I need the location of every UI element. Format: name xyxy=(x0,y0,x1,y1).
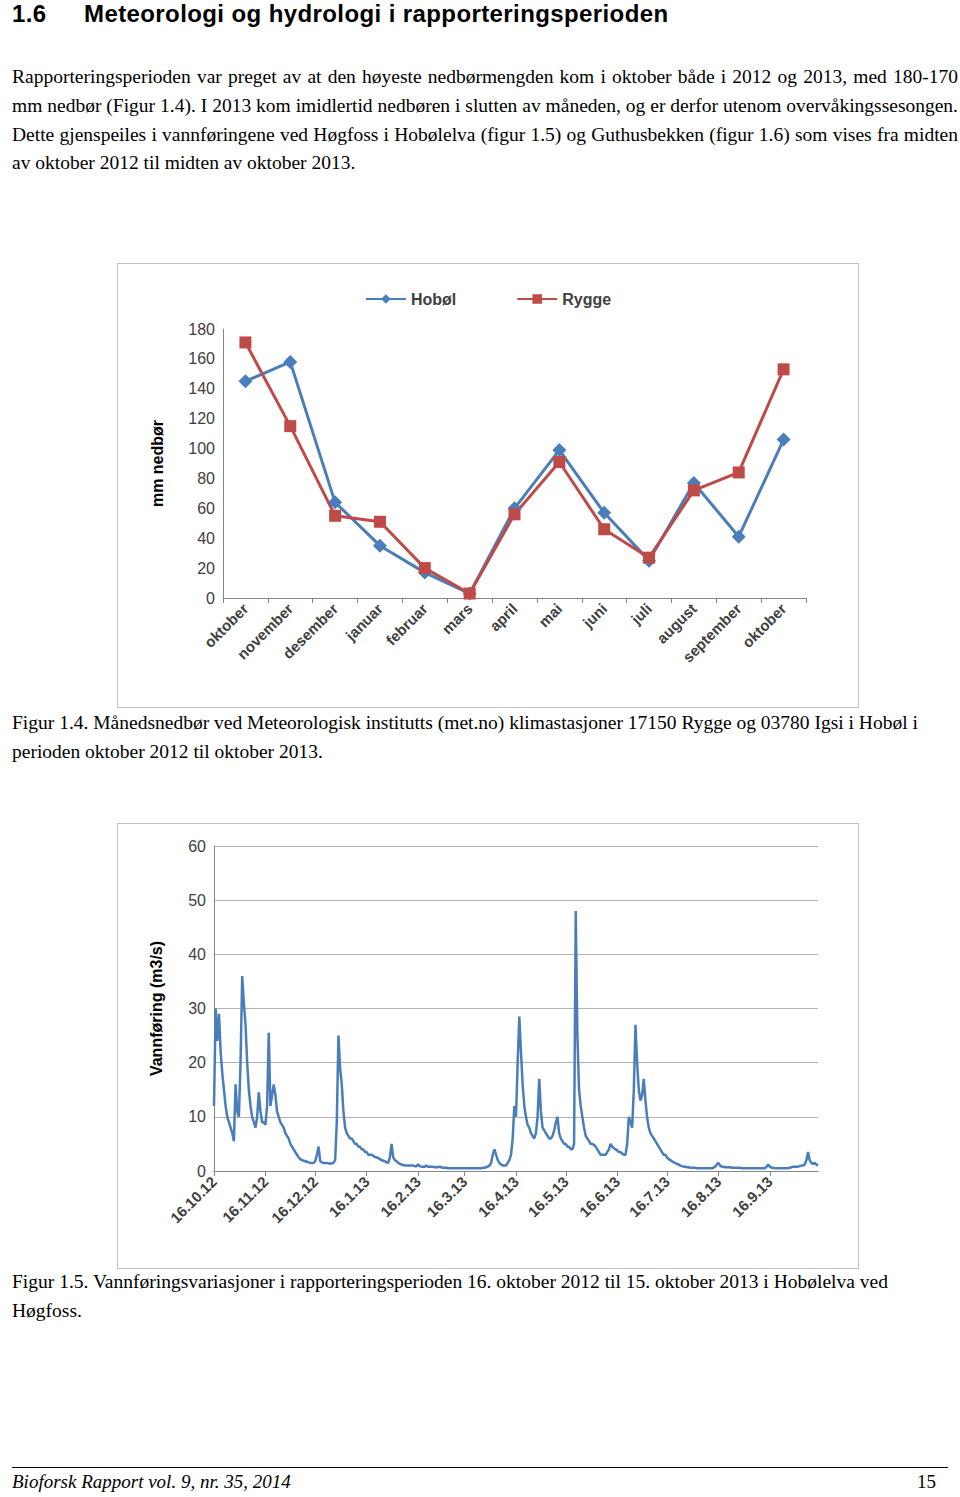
svg-text:april: april xyxy=(486,600,520,634)
svg-text:oktober: oktober xyxy=(739,600,790,651)
svg-text:oktober: oktober xyxy=(200,600,252,651)
svg-text:20: 20 xyxy=(188,1054,206,1071)
svg-text:16.12.12: 16.12.12 xyxy=(268,1173,321,1226)
svg-text:november: november xyxy=(233,600,297,663)
svg-text:180: 180 xyxy=(188,321,215,338)
svg-text:16.10.12: 16.10.12 xyxy=(167,1173,220,1226)
svg-text:16.1.13: 16.1.13 xyxy=(325,1173,372,1220)
svg-text:80: 80 xyxy=(197,470,215,487)
svg-text:Hobøl: Hobøl xyxy=(411,291,456,308)
svg-text:140: 140 xyxy=(188,380,215,397)
html-text:Rapporteringsperioden var preg: Rapporteringsperioden var preget av at d… xyxy=(12,66,958,174)
html-text:Figur 1.4. Månedsnedbør ved Me: Figur 1.4. Månedsnedbør ved Meteorologis… xyxy=(12,712,918,762)
svg-text:16.4.13: 16.4.13 xyxy=(475,1173,522,1220)
svg-text:september: september xyxy=(679,600,745,666)
svg-text:20: 20 xyxy=(197,560,215,577)
svg-text:0: 0 xyxy=(206,590,215,607)
svg-text:mm nedbør: mm nedbør xyxy=(149,420,166,507)
svg-text:juni: juni xyxy=(579,600,611,632)
svg-text:Rygge: Rygge xyxy=(562,291,611,308)
svg-text:16.7.13: 16.7.13 xyxy=(626,1173,673,1220)
svg-text:august: august xyxy=(653,600,700,647)
svg-text:16.9.13: 16.9.13 xyxy=(729,1173,776,1220)
svg-text:40: 40 xyxy=(188,946,206,963)
svg-text:16.11.12: 16.11.12 xyxy=(219,1173,272,1226)
svg-text:16.3.13: 16.3.13 xyxy=(423,1173,470,1220)
svg-text:16.8.13: 16.8.13 xyxy=(677,1173,724,1220)
svg-text:januar: januar xyxy=(341,600,386,645)
svg-text:0: 0 xyxy=(197,1162,206,1180)
svg-text:mai: mai xyxy=(535,600,565,630)
svg-text:desember: desember xyxy=(279,600,341,662)
svg-text:30: 30 xyxy=(188,1000,206,1017)
html-text:15: 15 xyxy=(917,1471,936,1492)
svg-text:60: 60 xyxy=(188,838,206,855)
svg-text:februar: februar xyxy=(382,600,431,649)
svg-text:10: 10 xyxy=(188,1108,206,1125)
svg-text:120: 120 xyxy=(188,410,215,427)
svg-text:16.6.13: 16.6.13 xyxy=(576,1173,623,1220)
html-text:1.6: 1.6 xyxy=(12,0,47,27)
svg-text:Vannføring (m3/s): Vannføring (m3/s) xyxy=(148,941,165,1076)
svg-text:60: 60 xyxy=(197,500,215,517)
html-text:Bioforsk Rapport vol. 9, nr. 3: Bioforsk Rapport vol. 9, nr. 35, 2014 xyxy=(12,1471,291,1492)
svg-text:16.2.13: 16.2.13 xyxy=(377,1173,424,1220)
html-text:Meteorologi og hydrologi i rap: Meteorologi og hydrologi i rapporterings… xyxy=(84,0,669,27)
html-text:Figur 1.5. Vannføringsvariasjo: Figur 1.5. Vannføringsvariasjoner i rapp… xyxy=(12,1271,888,1321)
svg-text:16.5.13: 16.5.13 xyxy=(524,1173,571,1220)
svg-text:100: 100 xyxy=(188,440,215,457)
svg-text:160: 160 xyxy=(188,350,215,367)
svg-text:40: 40 xyxy=(197,530,215,547)
svg-text:juli: juli xyxy=(627,600,655,628)
svg-text:50: 50 xyxy=(188,892,206,909)
svg-text:mars: mars xyxy=(438,600,475,637)
